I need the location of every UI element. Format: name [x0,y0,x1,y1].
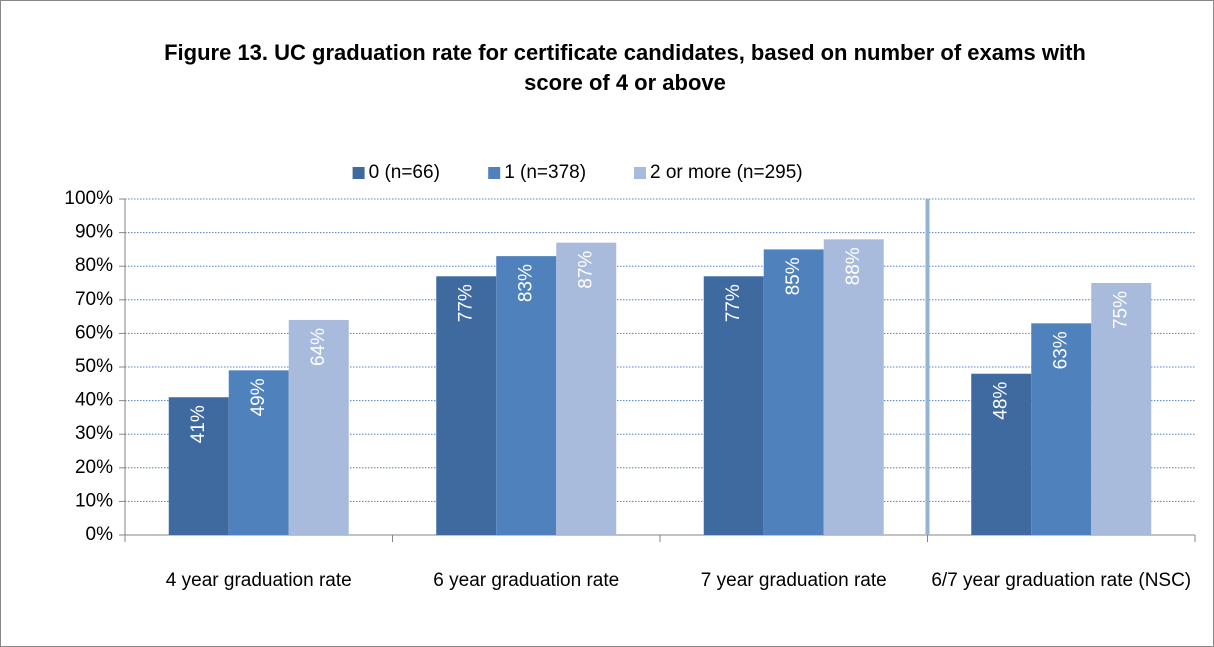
value-label: 83% [515,264,536,302]
legend-label: 0 (n=66) [369,162,440,183]
bar [288,319,349,535]
value-label: 77% [455,284,476,322]
y-tick-label: 100% [64,188,113,209]
value-label: 64% [308,328,329,366]
bar [228,370,289,535]
y-tick-label: 40% [75,390,113,411]
value-label: 85% [783,257,804,295]
y-tick-label: 30% [75,423,113,444]
value-label: 88% [843,247,864,285]
legend-swatch [634,167,646,179]
bar [1091,283,1152,535]
bar [436,276,497,535]
legend-label: 2 or more (n=295) [650,162,803,183]
y-tick-label: 70% [75,289,113,310]
value-label: 48% [990,382,1011,420]
x-tick-label: 4 year graduation rate [165,570,352,591]
bar [496,256,557,535]
value-label: 63% [1050,331,1071,369]
x-tick-label: 6/7 year graduation rate (NSC) [931,570,1192,591]
y-tick-label: 20% [75,457,113,478]
bar [703,276,764,535]
value-label: 49% [248,378,269,416]
y-tick-label: 50% [75,356,113,377]
value-label: 87% [575,251,596,289]
x-tick-label: 6 year graduation rate [433,570,620,591]
legend-swatch [352,167,365,179]
bar [556,242,617,535]
value-label: 77% [723,284,744,322]
x-tick-label: 7 year graduation rate [700,570,887,591]
y-tick-label: 90% [75,222,113,243]
bar [763,249,824,535]
legend-swatch [488,167,501,179]
value-label: 75% [1110,291,1131,329]
y-tick-label: 10% [75,490,113,511]
bar [168,397,229,535]
value-label: 41% [188,405,209,443]
bar [971,373,1032,535]
bar [1031,323,1092,535]
y-tick-label: 60% [75,322,113,343]
bar [823,239,884,535]
legend-label: 1 (n=378) [504,162,586,183]
y-tick-label: 0% [86,524,114,545]
y-tick-label: 80% [75,255,113,276]
chart-title: Figure 13. UC graduation rate for certif… [164,40,1086,95]
